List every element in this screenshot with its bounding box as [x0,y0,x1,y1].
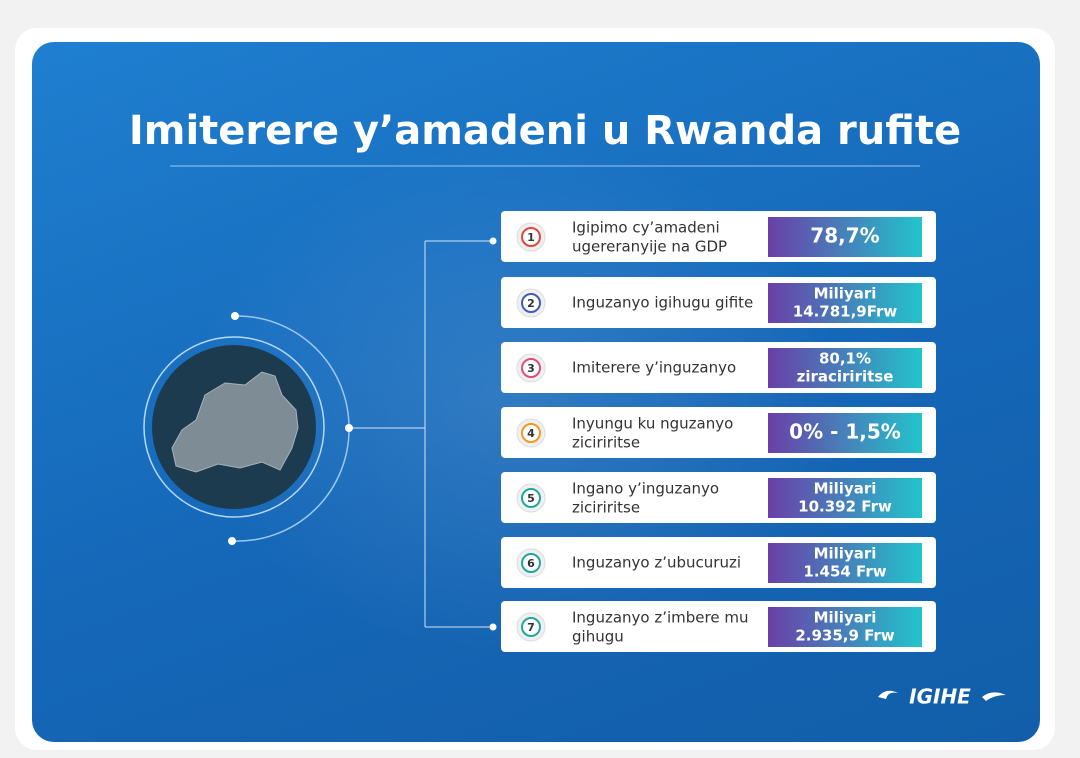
item-value: 1.454 Frw [803,563,886,581]
map-glow [190,140,850,660]
connector-dot [489,623,497,631]
value-box [768,607,922,647]
marker [521,617,541,637]
item-number: 5 [527,492,535,505]
arc-dot [228,537,236,545]
marker [521,423,541,443]
item-label: Inyungu ku nguzanyo ziciriritse [572,414,733,451]
item-value: 2.935,9 Frw [795,627,894,645]
marker [521,227,541,247]
logo: IGIHE [878,685,1006,709]
value-box [768,348,922,388]
marker [521,293,541,313]
item-label: Ingano y’inguzanyo ziciriritse [572,479,719,516]
item-value: 78,7% [810,224,879,248]
item-value: Miliyari [814,609,877,627]
marker [521,553,541,573]
item-value: ziraciriritse [797,368,894,386]
item-label: Inguzanyo z’ubucuruzi [572,554,741,572]
title: Imiterere y’amadeni u Rwanda rufite [129,108,961,154]
logo-swoosh [982,692,1006,701]
item-number: 4 [527,427,535,440]
item-value: Miliyari [814,480,877,498]
logo-swoosh [878,690,898,699]
item-value: 14.781,9Frw [793,303,898,321]
value-box [768,413,922,453]
item-number: 6 [527,557,535,570]
item-value: 80,1% [819,350,871,368]
item-number: 7 [527,621,535,634]
item-value: 10.392 Frw [798,498,892,516]
item-value: Miliyari [814,285,877,303]
item-label: Inguzanyo igihugu gifite [572,294,753,312]
item-label: Igipimo cy’amadeni ugereranyije na GDP [572,218,727,255]
logo-text: IGIHE [909,685,971,709]
value-box [768,283,922,323]
ring [143,336,325,518]
value-box [768,478,922,518]
marker [521,488,541,508]
arc-dot [231,312,239,320]
connector-dot [489,237,497,245]
marker [521,358,541,378]
item-value: Miliyari [814,545,877,563]
value-box [768,217,922,257]
rwanda-map [171,371,299,473]
item-label: Inguzanyo z’imbere mu gihugu [572,608,748,645]
item-label: Imiterere y’inguzanyo [572,359,736,377]
value-box [768,543,922,583]
item-number: 3 [527,362,535,375]
connector-dot [345,424,353,432]
item-number: 2 [527,297,535,310]
item-number: 1 [527,231,535,244]
item-value: 0% - 1,5% [789,420,901,444]
